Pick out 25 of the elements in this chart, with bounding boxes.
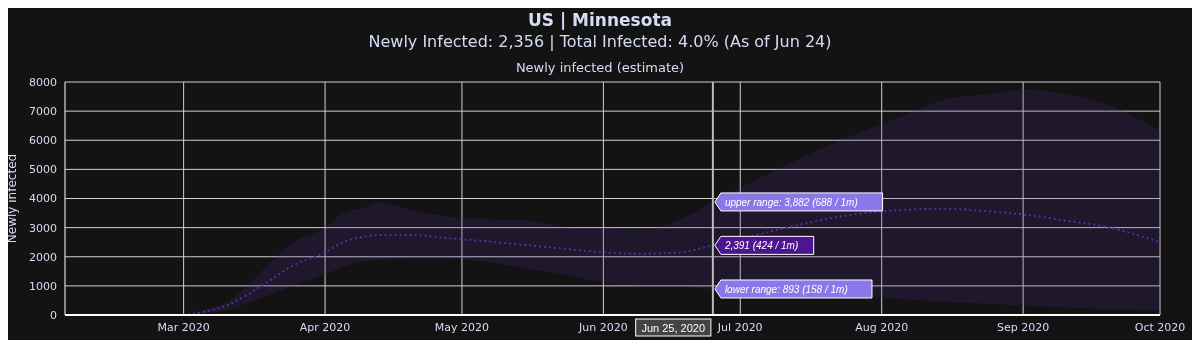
- text: Newly infected (estimate): [514, 60, 686, 75]
- ref-line-label: Jun 25, 2020: [641, 321, 706, 334]
- y-tick-label: 2000: [29, 250, 57, 264]
- y-tick-label: 7000: [29, 105, 57, 119]
- x-tick-label: Jul 2020: [716, 320, 763, 334]
- x-tick-label: Aug 2020: [855, 320, 909, 334]
- chart-subtitle: Newly Infected: 2,356 | Total Infected: 4.0% (As of Jun 24): [367, 32, 833, 51]
- x-tick-label: Jun 2020: [578, 320, 628, 334]
- annotation: lower range: 893 (158 / 1m): [724, 283, 848, 295]
- y-tick-label: 8000: [29, 75, 57, 89]
- chart-title: US | Minnesota: [527, 10, 673, 30]
- y-tick-label: 0: [50, 308, 57, 322]
- x-tick-label: Sep 2020: [997, 320, 1050, 334]
- y-axis-title: Newly infected: [5, 153, 20, 244]
- x-tick-label: Mar 2020: [157, 320, 210, 334]
- y-tick-label: 3000: [29, 221, 57, 235]
- x-tick-label: May 2020: [434, 320, 490, 334]
- y-tick-label: 5000: [29, 163, 57, 177]
- x-tick-label: Oct 2020: [1134, 320, 1186, 334]
- y-tick-label: 4000: [29, 192, 57, 206]
- y-tick-label: 6000: [29, 134, 57, 148]
- annotation: upper range: 3,882 (688 / 1m): [724, 196, 858, 208]
- annotation: 2,391 (424 / 1m): [723, 240, 799, 252]
- y-tick-label: 1000: [29, 279, 57, 293]
- x-tick-label: Apr 2020: [299, 320, 351, 334]
